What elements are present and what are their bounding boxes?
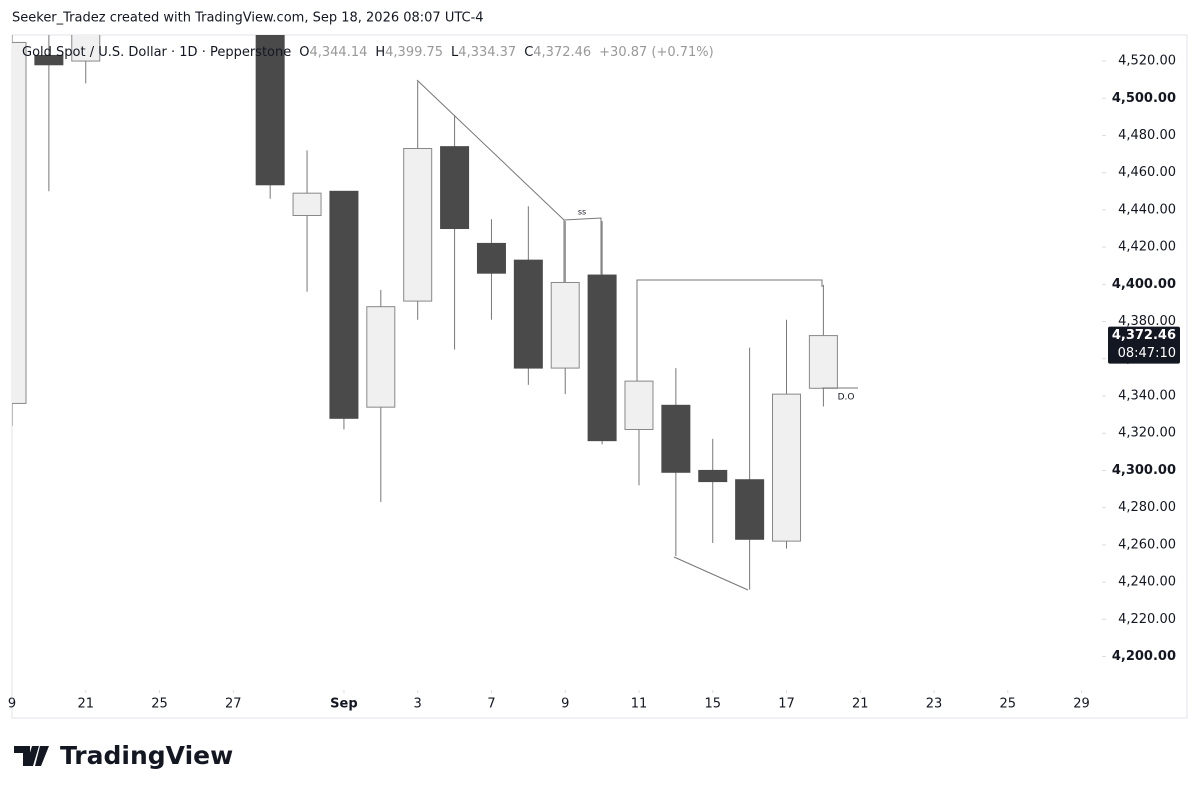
legend-value: 4,344.14 bbox=[309, 45, 367, 60]
range-line bbox=[636, 279, 823, 381]
candle-body bbox=[772, 393, 802, 542]
legend-value: 4,399.75 bbox=[385, 45, 443, 60]
candle-body bbox=[624, 380, 654, 430]
y-tick-label: 4,300.00 bbox=[1112, 463, 1176, 478]
x-tick-label: 9 bbox=[8, 697, 16, 712]
y-tick-label: 4,340.00 bbox=[1118, 388, 1176, 403]
x-tick-label: Sep bbox=[330, 697, 358, 712]
x-tick-label: 21 bbox=[77, 697, 94, 712]
candle-body bbox=[329, 190, 359, 419]
candle-body bbox=[440, 146, 470, 230]
y-tick-label: 4,460.00 bbox=[1118, 165, 1176, 180]
drawings bbox=[416, 79, 858, 591]
x-tick-label: 9 bbox=[561, 697, 569, 712]
low-line bbox=[673, 556, 749, 591]
candle-body bbox=[366, 306, 396, 408]
price-label: 4,372.46 bbox=[1112, 328, 1176, 343]
candle-body bbox=[34, 54, 64, 66]
price-label-box bbox=[1108, 326, 1180, 364]
x-tick-label: 29 bbox=[1073, 697, 1090, 712]
candle-body bbox=[698, 469, 728, 483]
y-tick-label: 4,440.00 bbox=[1118, 202, 1176, 217]
legend-value: 4,372.46 bbox=[533, 45, 591, 60]
legend-label: O bbox=[299, 45, 309, 60]
candle-body bbox=[12, 41, 27, 404]
x-tick-label: 11 bbox=[631, 697, 648, 712]
y-tick-label: 4,260.00 bbox=[1118, 537, 1176, 552]
y-tick-label: 4,220.00 bbox=[1118, 612, 1176, 627]
legend-label: L bbox=[451, 45, 459, 60]
candle-body bbox=[513, 259, 543, 369]
annotation: ss bbox=[578, 208, 586, 217]
x-tick-label: 3 bbox=[414, 697, 422, 712]
candle-body bbox=[71, 35, 101, 62]
y-tick-label: 4,400.00 bbox=[1112, 277, 1176, 292]
logo: TradingView bbox=[14, 741, 233, 770]
y-tick-label: 4,240.00 bbox=[1118, 575, 1176, 590]
annotation: D.O bbox=[838, 393, 855, 403]
legend-symbol: Gold Spot / U.S. Dollar · 1D · Peppersto… bbox=[22, 45, 291, 60]
candle-body bbox=[255, 35, 285, 186]
y-tick-label: 4,280.00 bbox=[1118, 500, 1176, 515]
header: Seeker_Tradez created with TradingView.c… bbox=[12, 11, 484, 26]
candle-body bbox=[550, 281, 580, 369]
logo-mark bbox=[14, 746, 49, 766]
x-tick-label: 17 bbox=[778, 697, 795, 712]
legend-label: C bbox=[524, 45, 533, 60]
y-tick-label: 4,320.00 bbox=[1118, 426, 1176, 441]
candle-body bbox=[476, 242, 506, 274]
logo-text: TradingView bbox=[60, 741, 233, 770]
y-tick-label: 4,420.00 bbox=[1118, 240, 1176, 255]
candle-body bbox=[403, 148, 433, 302]
candle-body bbox=[292, 192, 322, 216]
candle-body bbox=[587, 274, 617, 442]
legend: Gold Spot / U.S. Dollar · 1D · Peppersto… bbox=[22, 45, 714, 60]
y-tick-label: 4,520.00 bbox=[1118, 54, 1176, 69]
y-tick-label: 4,480.00 bbox=[1118, 128, 1176, 143]
x-tick-label: 15 bbox=[704, 697, 721, 712]
candle-body bbox=[661, 404, 691, 473]
y-tick-label: 4,380.00 bbox=[1118, 314, 1176, 329]
y-tick-label: 4,200.00 bbox=[1112, 649, 1176, 664]
candle-body bbox=[808, 335, 838, 389]
y-tick-label: 4,500.00 bbox=[1112, 91, 1176, 106]
x-tick-label: 23 bbox=[926, 697, 943, 712]
x-tick-label: 7 bbox=[487, 697, 495, 712]
x-tick-label: 27 bbox=[225, 697, 242, 712]
x-tick-label: 21 bbox=[852, 697, 869, 712]
countdown-label: 08:47:10 bbox=[1118, 346, 1176, 361]
candle-body bbox=[735, 479, 765, 540]
x-tick-label: 25 bbox=[151, 697, 168, 712]
legend-label: H bbox=[375, 45, 385, 60]
candles bbox=[12, 35, 838, 590]
legend-value: 4,334.37 bbox=[458, 45, 516, 60]
trend-line bbox=[416, 79, 602, 275]
legend-change: +30.87 (+0.71%) bbox=[599, 45, 714, 60]
x-tick-label: 25 bbox=[1000, 697, 1017, 712]
